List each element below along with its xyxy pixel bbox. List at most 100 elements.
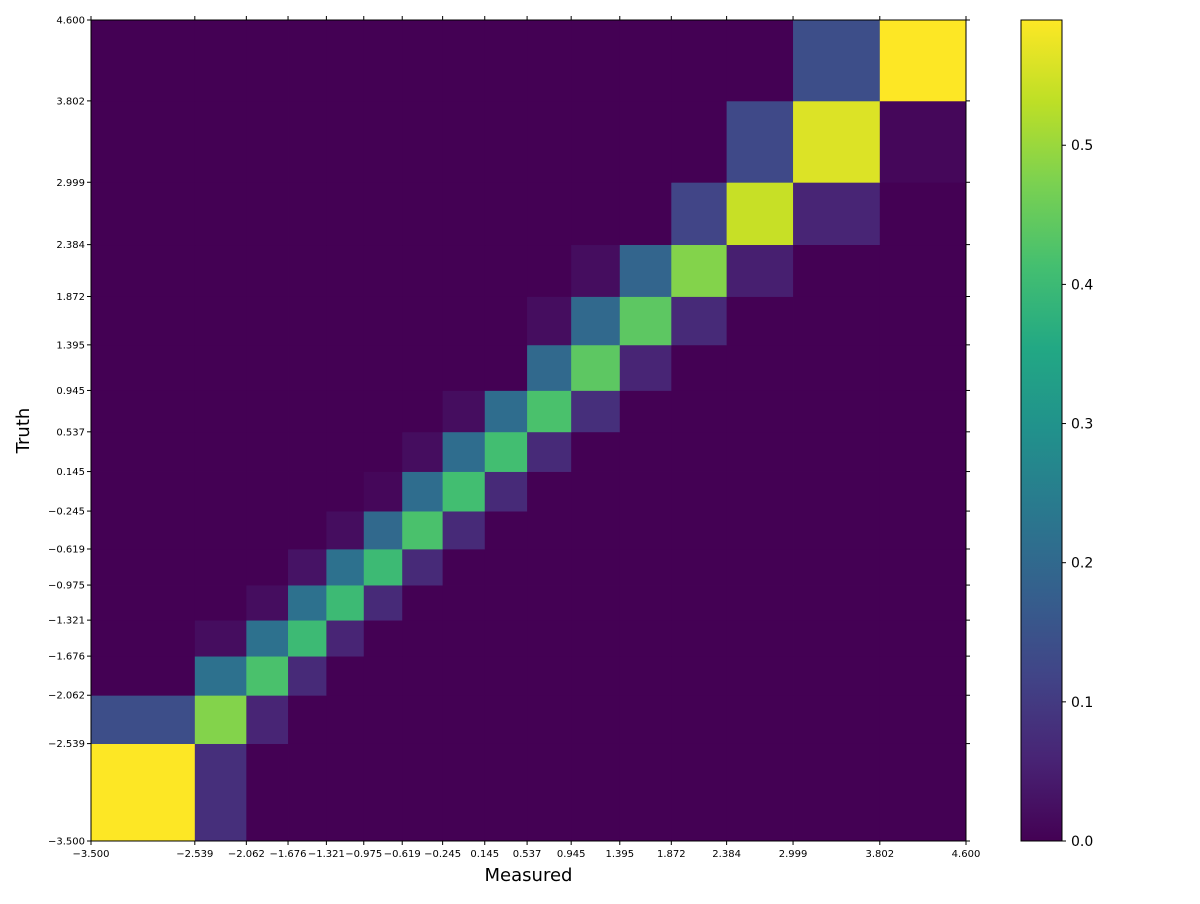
heatmap-cell <box>671 585 728 621</box>
heatmap-cell <box>571 471 621 512</box>
heatmap-cell <box>527 695 572 744</box>
heatmap-cell <box>442 620 486 657</box>
heatmap-cell <box>793 20 881 102</box>
heatmap-cell <box>194 620 247 657</box>
heatmap-cell <box>402 182 444 246</box>
heatmap-cell <box>726 620 794 657</box>
heatmap-cell <box>671 390 728 433</box>
heatmap-cell <box>484 471 528 512</box>
heatmap-cell <box>91 471 196 512</box>
heatmap-cell <box>402 695 444 744</box>
heatmap-cell <box>793 431 881 472</box>
heatmap-cell <box>484 182 528 246</box>
y-tick-label: −0.975 <box>48 581 85 592</box>
heatmap-cell <box>726 344 794 391</box>
heatmap-cell <box>246 296 289 346</box>
heatmap-cell <box>619 656 672 696</box>
heatmap-cell <box>402 390 444 433</box>
heatmap-cell <box>402 548 444 586</box>
heatmap-cell <box>402 431 444 472</box>
heatmap-cell <box>91 182 196 246</box>
heatmap-cell <box>527 244 572 297</box>
heatmap-cell <box>194 182 247 246</box>
heatmap-cell <box>326 431 365 472</box>
x-tick-label: −1.676 <box>270 849 307 860</box>
heatmap-cell <box>484 344 528 391</box>
heatmap-cell <box>363 585 403 621</box>
x-tick-label: 2.999 <box>779 849 808 860</box>
heatmap-cell <box>619 743 672 842</box>
heatmap-cell <box>879 100 967 183</box>
heatmap-cell <box>619 344 672 391</box>
y-tick-label: −2.062 <box>48 691 85 702</box>
heatmap-cell <box>484 511 528 550</box>
heatmap-cell <box>619 20 672 102</box>
heatmap-cell <box>571 344 621 391</box>
heatmap-cell <box>619 585 672 621</box>
x-tick-label: 3.802 <box>865 849 894 860</box>
heatmap-cell <box>194 695 247 744</box>
heatmap-cell <box>402 585 444 621</box>
heatmap-cell <box>619 620 672 657</box>
heatmap-cell <box>91 511 196 550</box>
heatmap-cell <box>726 182 794 246</box>
heatmap-cell <box>619 244 672 297</box>
x-tick-label: 1.872 <box>657 849 686 860</box>
heatmap-cell <box>671 695 728 744</box>
heatmap-cell <box>91 296 196 346</box>
heatmap-cell <box>726 20 794 102</box>
heatmap-cell <box>194 431 247 472</box>
heatmap-cell <box>402 471 444 512</box>
heatmap-cell <box>363 471 403 512</box>
heatmap-cell <box>671 431 728 472</box>
heatmap-cell <box>194 296 247 346</box>
y-tick-label: 0.145 <box>56 467 85 478</box>
x-tick-label: −3.500 <box>72 849 109 860</box>
heatmap-cell <box>442 431 486 472</box>
heatmap-cell <box>726 431 794 472</box>
heatmap-cell <box>246 344 289 391</box>
heatmap-cell <box>793 471 881 512</box>
heatmap-cell <box>91 390 196 433</box>
heatmap-cell <box>527 20 572 102</box>
heatmap-cell <box>484 100 528 183</box>
heatmap-cell <box>363 548 403 586</box>
x-tick-label: −0.245 <box>424 849 461 860</box>
heatmap-cell <box>879 743 967 842</box>
heatmap-cell <box>726 548 794 586</box>
heatmap-cell <box>527 743 572 842</box>
heatmap-cell <box>246 548 289 586</box>
heatmap-cell <box>671 100 728 183</box>
heatmap-cell <box>527 471 572 512</box>
heatmap-cell <box>527 585 572 621</box>
x-tick-label: −1.321 <box>308 849 345 860</box>
y-tick-label: −1.321 <box>48 616 85 627</box>
heatmap-cell <box>726 244 794 297</box>
heatmap-cell <box>571 585 621 621</box>
y-tick-label: 0.945 <box>56 386 85 397</box>
heatmap-cell <box>879 20 967 102</box>
heatmap-cell <box>619 182 672 246</box>
heatmap-cell <box>879 511 967 550</box>
heatmap-cell <box>527 344 572 391</box>
plot-frame <box>90 19 967 842</box>
heatmap-cell <box>619 471 672 512</box>
heatmap-cell <box>246 20 289 102</box>
heatmap-cell <box>288 548 327 586</box>
heatmap-cell <box>246 695 289 744</box>
heatmap-cell <box>91 20 196 102</box>
x-tick-label: 0.945 <box>557 849 586 860</box>
heatmap-cell <box>726 390 794 433</box>
heatmap-cell <box>91 344 196 391</box>
heatmap-cell <box>363 743 403 842</box>
heatmap-cell <box>793 100 881 183</box>
heatmap-cell <box>671 20 728 102</box>
heatmap-cell <box>671 471 728 512</box>
heatmap-cell <box>288 182 327 246</box>
y-tick-label: −0.245 <box>48 507 85 518</box>
heatmap-cell <box>442 585 486 621</box>
heatmap-cell <box>527 100 572 183</box>
heatmap-cell <box>288 471 327 512</box>
heatmap-cell <box>288 390 327 433</box>
heatmap-cell <box>793 585 881 621</box>
